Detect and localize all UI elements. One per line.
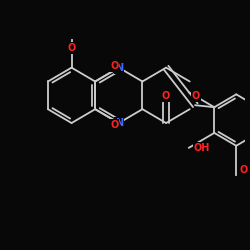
Text: N: N bbox=[115, 63, 123, 73]
Text: O: O bbox=[110, 120, 118, 130]
Text: O: O bbox=[68, 43, 76, 53]
Text: OH: OH bbox=[194, 143, 210, 153]
Text: N: N bbox=[115, 118, 123, 128]
Text: O: O bbox=[192, 91, 200, 101]
Text: O: O bbox=[110, 61, 118, 71]
Text: O: O bbox=[162, 91, 170, 101]
Text: O: O bbox=[239, 166, 248, 175]
